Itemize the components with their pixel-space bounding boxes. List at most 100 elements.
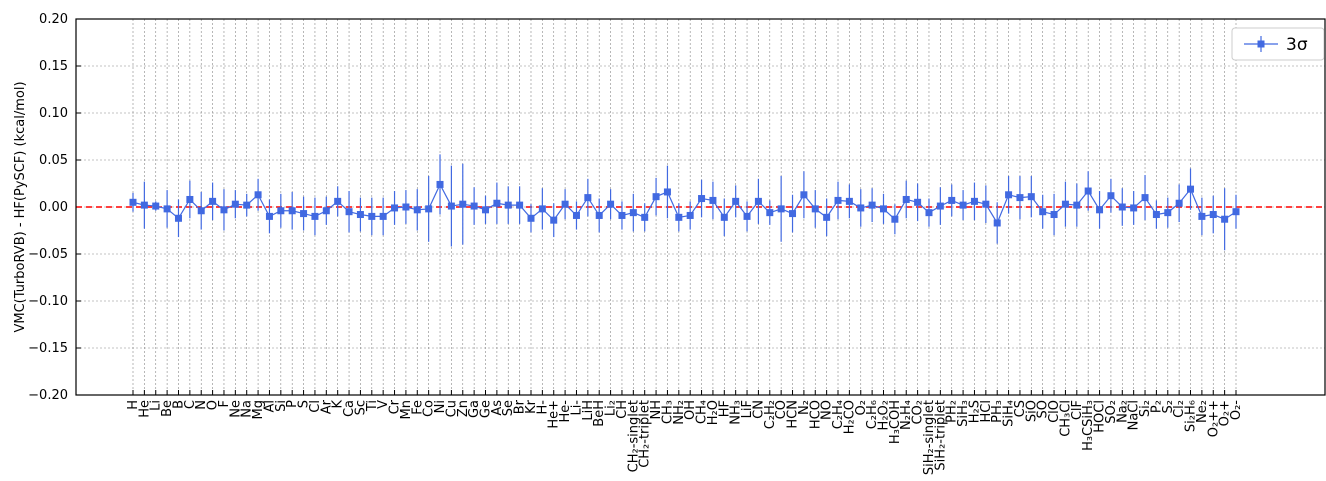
x-tick-label: CS [1013,400,1028,417]
x-tick-label: Fe [410,400,425,415]
marker [629,209,637,217]
marker [970,197,978,205]
x-tick-label: Al [262,400,277,413]
marker [789,210,797,218]
marker [1198,212,1206,220]
x-tick-label: HOCl [1093,400,1108,433]
marker [879,205,887,213]
legend-label: 3σ [1286,35,1308,55]
x-tick-label: CH₂-triplet [638,400,653,468]
marker [720,213,728,221]
x-tick-label: SiH₄ [1002,400,1017,427]
x-tick-label: Si₂H₆ [1184,400,1199,432]
x-tick-label: O₂++ [1206,400,1221,437]
x-tick-label: Cr [388,399,403,414]
marker [1221,215,1229,223]
x-tick-label: Ca [342,400,357,417]
marker [572,211,580,219]
marker [402,203,410,211]
marker [516,201,524,209]
marker [1073,201,1081,209]
x-tick-label: CH₂-singlet [626,400,641,472]
plot-frame [75,18,1326,396]
x-tick-label: CH₃ [660,400,675,424]
marker [174,214,182,222]
marker [1175,199,1183,207]
x-tick-label: SO [1036,400,1051,418]
x-tick-label: P₂ [1149,400,1164,413]
x-tick-label: NH₂ [672,400,687,425]
x-tick-label: N₂ [797,400,812,415]
marker [982,200,990,208]
x-tick-label: SiH₃ [956,400,971,427]
x-tick-label: He- [558,400,573,423]
marker [641,213,649,221]
marker [1096,206,1104,214]
marker [288,207,296,215]
marker [209,197,217,205]
x-tick-label: O₂- [1229,400,1244,420]
marker [1050,211,1058,219]
x-tick-label: Mg [251,400,266,419]
x-tick-label: Ar [319,399,334,414]
marker [1152,211,1160,219]
x-tick-label: H₂S [967,400,982,423]
marker [436,180,444,188]
marker [322,207,330,215]
y-tick-label: −0.20 [28,388,68,403]
marker [470,202,478,210]
marker [368,212,376,220]
marker [561,200,569,208]
x-tick-label: He+ [547,400,562,429]
marker [1118,203,1126,211]
marker [277,207,285,215]
x-tick-label: Ti [365,400,380,412]
x-tick-label: Cl₂ [1172,400,1187,418]
marker [413,206,421,214]
marker [1016,194,1024,202]
marker [391,204,399,212]
x-tick-label: K [331,400,346,409]
x-tick-label: BeH [592,400,607,427]
x-tick-label: LiF [740,400,755,418]
x-tick-label: H₂O₂ [876,400,891,430]
marker [868,201,876,209]
x-tick-label: He [137,400,152,418]
marker [914,198,922,206]
y-tick-label: −0.05 [28,247,68,262]
marker [379,212,387,220]
x-tick-label: SO₂ [1104,400,1119,424]
x-tick-label: Mn [399,400,414,419]
x-tick-label: F [217,400,232,407]
marker [595,211,603,219]
marker [834,196,842,204]
x-tick-label: P [285,400,300,408]
marker [334,197,342,205]
marker [811,205,819,213]
marker [1084,187,1092,195]
x-tick-label: S₂ [1161,400,1176,413]
marker [550,216,558,224]
marker [618,211,626,219]
x-tick-label: H [126,400,141,410]
marker [152,202,160,210]
marker [1232,208,1240,216]
x-tick-label: S [297,400,312,408]
x-tick-label: CH₄ [695,400,710,424]
marker [857,204,865,212]
x-tick-label: SiH₂-singlet [922,400,937,475]
y-tick-label: 0.15 [39,59,68,74]
x-tick-label: CN [751,400,766,419]
x-tick-label: Cl [308,400,323,413]
marker [766,209,774,217]
marker [1061,200,1069,208]
marker [129,198,137,206]
marker [243,201,251,209]
marker [686,211,694,219]
x-tick-label: HCO [808,400,823,429]
x-tick-label: Br [513,399,528,414]
marker [186,195,194,203]
marker [993,219,1001,227]
marker [482,206,490,214]
x-tick-label: O₂ [854,400,869,415]
